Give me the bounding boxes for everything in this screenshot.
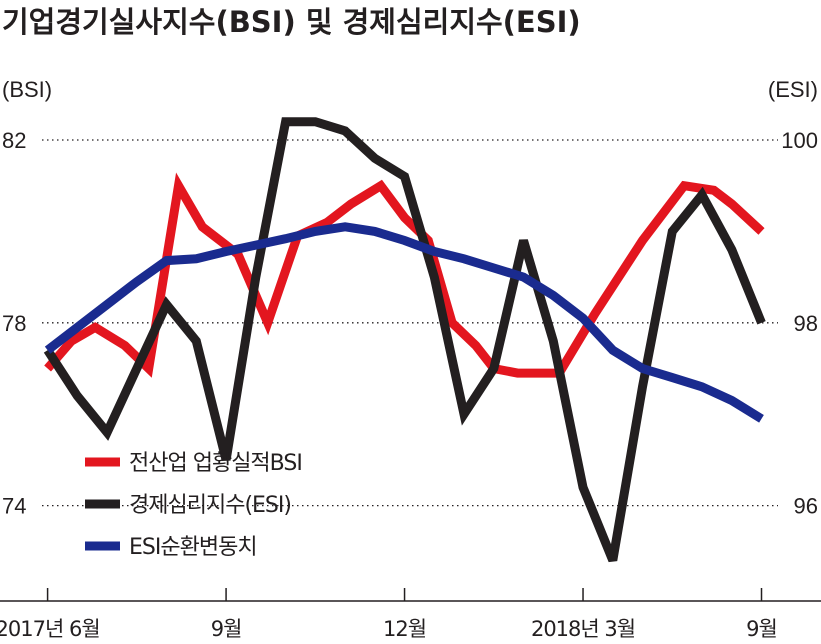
x-axis-ticks: 2017년 6월 9월 12월 2018년 3월 9월 — [0, 588, 778, 641]
left-tick-label: 82 — [2, 128, 26, 153]
x-tick-label: 9월 — [211, 617, 242, 641]
legend-label: ESI순환변동치 — [129, 535, 257, 560]
x-tick-label: 9월 — [746, 617, 777, 641]
right-axis-ticks: 100 98 96 — [781, 128, 818, 519]
right-tick-label: 100 — [781, 128, 818, 153]
chart-title: 기업경기실사지수(BSI) 및 경제심리지수(ESI) — [2, 5, 581, 39]
left-axis-unit: (BSI) — [2, 77, 52, 102]
series-line-2 — [43, 117, 766, 563]
legend: 전산업 업황실적BSI 경제심리지수(ESI) ESI순환변동치 — [85, 451, 303, 560]
x-tick-label: 12월 — [383, 617, 426, 641]
right-tick-label: 98 — [794, 311, 818, 336]
series-layer — [43, 117, 766, 563]
series-line-3 — [44, 222, 764, 423]
left-tick-label: 74 — [2, 494, 26, 519]
legend-label: 전산업 업황실적BSI — [129, 451, 302, 476]
left-axis-ticks: 82 78 74 — [2, 128, 26, 519]
right-tick-label: 96 — [794, 494, 818, 519]
left-tick-label: 78 — [2, 311, 26, 336]
x-tick-label: 2017년 6월 — [0, 617, 100, 641]
series-line-1 — [44, 172, 765, 378]
x-tick-label: 2018년 3월 — [531, 617, 635, 641]
right-axis-unit: (ESI) — [768, 77, 818, 102]
legend-label: 경제심리지수(ESI) — [129, 493, 291, 518]
